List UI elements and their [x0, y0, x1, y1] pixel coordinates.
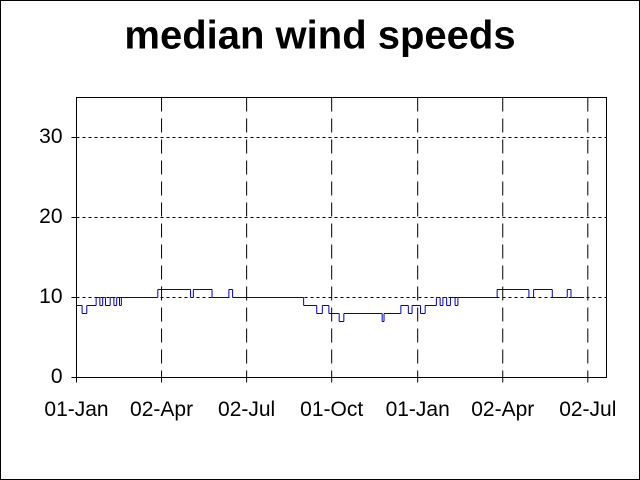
chart-title: median wind speeds: [124, 14, 515, 58]
x-tick-label: 01-Jan: [386, 398, 450, 421]
plot-area: [76, 97, 607, 378]
x-tick-label: 02-Jul: [559, 398, 616, 421]
x-tick-label: 02-Apr: [130, 398, 193, 421]
y-tick-label: 10: [39, 285, 62, 308]
x-tick-label: 01-Jan: [44, 398, 108, 421]
x-tick-label: 02-Jul: [218, 398, 275, 421]
y-tick-label: 0: [51, 365, 63, 388]
x-tick-label: 02-Apr: [471, 398, 534, 421]
x-tick-label: 01-Oct: [300, 398, 363, 421]
y-tick-label: 20: [39, 205, 62, 228]
y-tick-label: 30: [39, 125, 62, 148]
